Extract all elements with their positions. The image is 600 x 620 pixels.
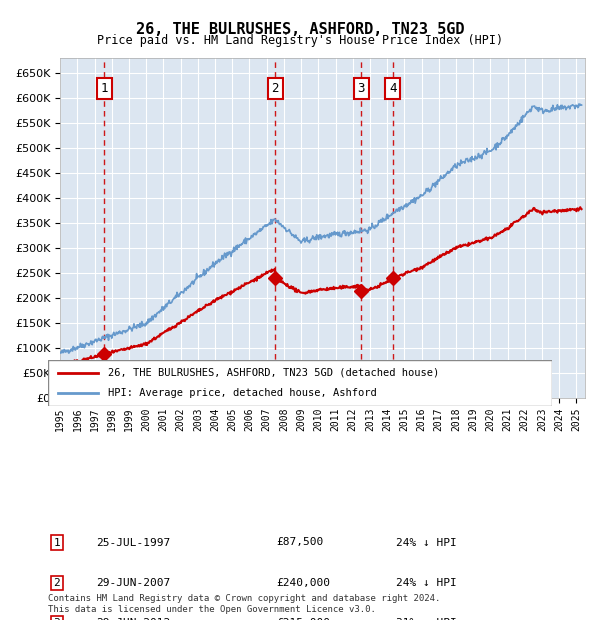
Text: 1: 1 [101,82,108,95]
FancyBboxPatch shape [48,360,552,406]
Text: 24% ↓ HPI: 24% ↓ HPI [396,538,457,547]
Text: 3: 3 [358,82,365,95]
Text: 24% ↓ HPI: 24% ↓ HPI [396,578,457,588]
Text: £215,000: £215,000 [276,618,330,620]
Text: 3: 3 [53,618,61,620]
Text: 2: 2 [53,578,61,588]
Text: 31% ↓ HPI: 31% ↓ HPI [396,618,457,620]
Text: 25-JUL-1997: 25-JUL-1997 [96,538,170,547]
Text: 29-JUN-2012: 29-JUN-2012 [96,618,170,620]
Text: 2: 2 [271,82,279,95]
Text: 29-JUN-2007: 29-JUN-2007 [96,578,170,588]
Text: 4: 4 [389,82,397,95]
Text: 26, THE BULRUSHES, ASHFORD, TN23 5GD: 26, THE BULRUSHES, ASHFORD, TN23 5GD [136,22,464,37]
Text: £240,000: £240,000 [276,578,330,588]
Text: £87,500: £87,500 [276,538,323,547]
Text: Price paid vs. HM Land Registry's House Price Index (HPI): Price paid vs. HM Land Registry's House … [97,34,503,47]
Text: HPI: Average price, detached house, Ashford: HPI: Average price, detached house, Ashf… [109,388,377,398]
Text: 26, THE BULRUSHES, ASHFORD, TN23 5GD (detached house): 26, THE BULRUSHES, ASHFORD, TN23 5GD (de… [109,368,440,378]
Text: 1: 1 [53,538,61,547]
Text: Contains HM Land Registry data © Crown copyright and database right 2024.
This d: Contains HM Land Registry data © Crown c… [48,595,440,614]
